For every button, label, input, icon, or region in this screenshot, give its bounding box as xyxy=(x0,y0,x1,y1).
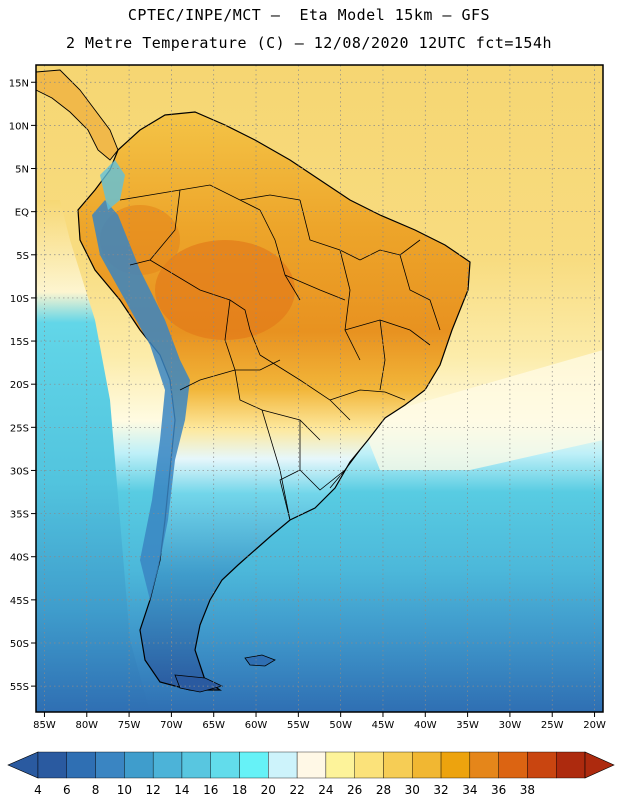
colorbar-label: 32 xyxy=(433,783,448,797)
colorbar-swatch xyxy=(527,751,557,779)
colorbar-swatch xyxy=(152,751,183,779)
map-title-line1: CPTEC/INPE/MCT – Eta Model 15km – GFS xyxy=(127,6,491,24)
colorbar-swatch xyxy=(325,751,355,779)
colorbar-label: 24 xyxy=(318,783,333,797)
lat-lon-grid xyxy=(31,65,603,717)
hot-core-amazon xyxy=(155,240,295,340)
lat-label: 50S xyxy=(10,639,29,650)
colorbar-label: 20 xyxy=(261,783,276,797)
lon-label: 45W xyxy=(372,720,395,731)
lat-label: 10S xyxy=(10,294,29,305)
andes-cold-strip xyxy=(92,200,190,600)
lon-label: 40W xyxy=(414,720,437,731)
lat-label: 10N xyxy=(9,121,29,132)
colorbar-swatch xyxy=(498,751,528,779)
country-borders xyxy=(119,184,441,521)
colorbar-right-arrow xyxy=(584,751,615,779)
colorbar-swatch xyxy=(440,751,471,779)
longitude-labels: 85W 80W 75W 70W 65W 60W 55W 50W 45W 40W 35W 30W 25W 2… xyxy=(33,720,606,731)
colorbar-swatch xyxy=(268,751,298,779)
lon-label: 60W xyxy=(245,720,268,731)
lon-label: 80W xyxy=(75,720,98,731)
lat-label: 35S xyxy=(10,510,29,521)
lon-label: 50W xyxy=(329,720,352,731)
lat-label: 55S xyxy=(10,682,29,693)
lon-label: 30W xyxy=(499,720,522,731)
colorbar-label: 6 xyxy=(63,783,71,797)
colorbar-label: 8 xyxy=(92,783,100,797)
lat-label: 40S xyxy=(10,553,29,564)
colorbar-label: 14 xyxy=(174,783,189,797)
lon-label: 35W xyxy=(456,720,479,731)
colorbar-label: 26 xyxy=(347,783,362,797)
colorbar-swatch xyxy=(95,751,125,779)
colorbar-label: 30 xyxy=(405,783,420,797)
warm-band-south-atlantic xyxy=(360,350,603,470)
colorbar-swatch xyxy=(37,751,67,779)
lon-label: 20W xyxy=(583,720,606,731)
lon-label: 25W xyxy=(541,720,564,731)
latitude-labels: 15N 10N 5N EQ 5S 10S 15S 20S 25S 30S 35S 40S 45S 50S 5… xyxy=(9,78,29,693)
lat-label: 5S xyxy=(16,251,29,262)
lat-label: 20S xyxy=(10,380,29,391)
colorbar-label: 10 xyxy=(117,783,132,797)
colorbar-label: 34 xyxy=(462,783,477,797)
lon-label: 55W xyxy=(287,720,310,731)
central-america xyxy=(36,69,119,161)
colorbar-label: 12 xyxy=(146,783,161,797)
map-field xyxy=(36,65,603,712)
lon-label: 65W xyxy=(202,720,225,731)
colorbar: 4 6 8 10 12 14 16 18 20 22 24 26 28 30 32 34 36 38 xyxy=(7,751,615,797)
lon-label: 75W xyxy=(118,720,141,731)
pacific-field xyxy=(36,200,150,712)
colorbar-swatch xyxy=(124,751,154,779)
colorbar-label: 16 xyxy=(203,783,218,797)
lat-label: 45S xyxy=(10,596,29,607)
colorbar-swatch xyxy=(66,751,96,779)
lat-label: 15S xyxy=(10,337,29,348)
falkland-islands xyxy=(244,654,276,667)
colorbar-swatch xyxy=(296,751,327,779)
colorbar-swatch xyxy=(556,751,586,779)
colorbar-swatch xyxy=(181,751,211,779)
colorbar-left-arrow xyxy=(7,751,39,779)
colorbar-label: 22 xyxy=(289,783,304,797)
colorbar-label: 28 xyxy=(376,783,391,797)
lon-label: 70W xyxy=(160,720,183,731)
lat-label: 30S xyxy=(10,466,29,477)
lat-label: 25S xyxy=(10,423,29,434)
colorbar-swatch xyxy=(239,751,269,779)
colorbar-swatch xyxy=(469,751,499,779)
colorbar-swatch xyxy=(383,751,413,779)
lat-label: 15N xyxy=(9,78,29,89)
lat-label: 5N xyxy=(15,165,29,176)
colorbar-swatch xyxy=(354,751,384,779)
northern-andes-cool xyxy=(100,160,125,210)
map-frame xyxy=(35,64,604,713)
map-title-line2: 2 Metre Temperature (C) – 12/08/2020 12U… xyxy=(65,34,553,52)
colorbar-label: 38 xyxy=(520,783,535,797)
lat-label: EQ xyxy=(15,208,29,219)
lon-label: 85W xyxy=(33,720,56,731)
tierra-del-fuego xyxy=(174,674,224,693)
colorbar-label: 36 xyxy=(491,783,506,797)
colorbar-swatch xyxy=(210,751,240,779)
colorbar-swatch xyxy=(412,751,442,779)
colorbar-label: 18 xyxy=(232,783,247,797)
colorbar-label: 4 xyxy=(34,783,42,797)
